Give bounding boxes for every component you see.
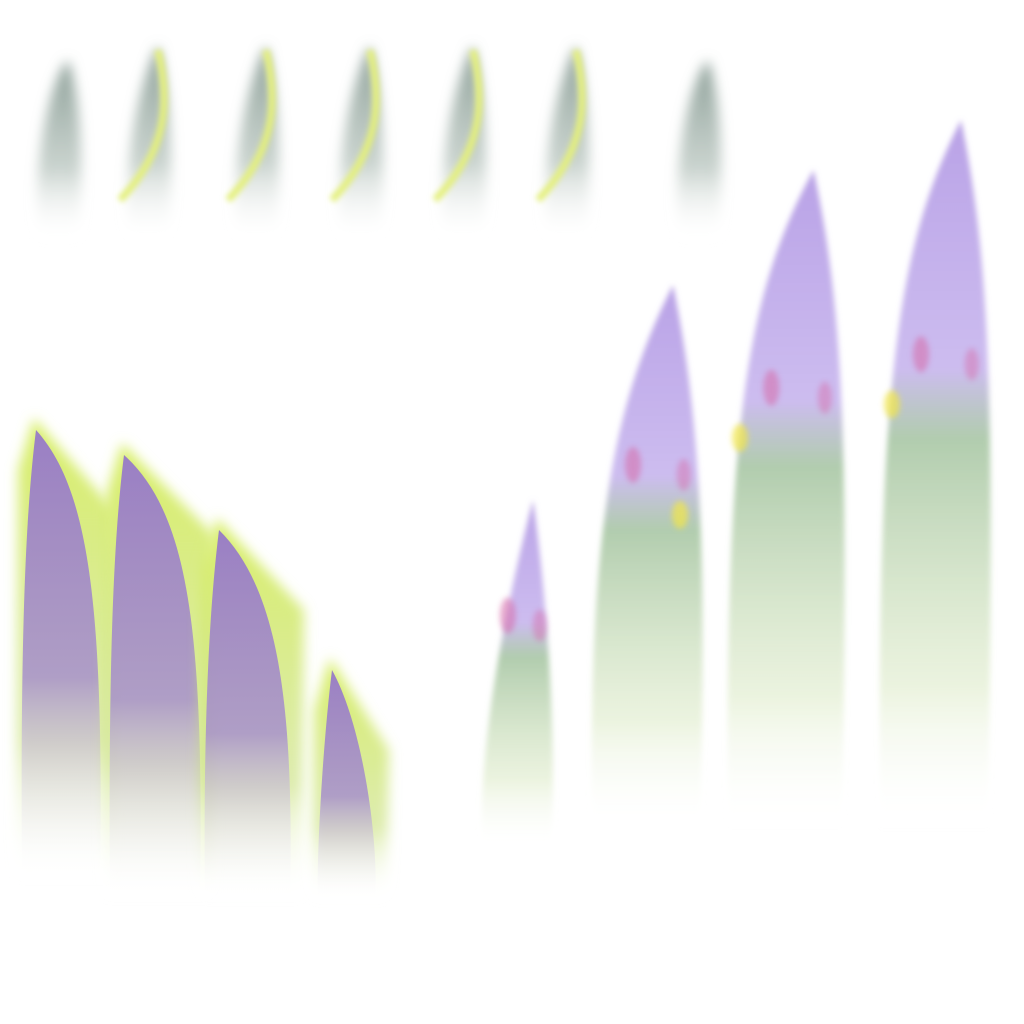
blade-shape xyxy=(126,45,172,240)
pink-spot xyxy=(625,446,642,483)
blade-highlight xyxy=(329,49,380,203)
blade-shape xyxy=(441,45,487,240)
blade-shape xyxy=(544,45,590,240)
purple-leaf xyxy=(16,418,114,880)
purple-leaf xyxy=(104,443,214,900)
bud-stage-4 xyxy=(879,120,991,830)
bud-stage-3 xyxy=(727,170,845,830)
pink-spot xyxy=(763,369,780,406)
blade-shape xyxy=(234,45,280,240)
small-blade-row xyxy=(36,45,722,240)
yellow-spot xyxy=(672,500,688,529)
blade-highlight xyxy=(535,49,586,203)
leaf-shape xyxy=(109,455,201,900)
purple-leaf xyxy=(312,658,389,900)
small-blade-sprite xyxy=(329,45,384,240)
bud-growth-stages xyxy=(481,120,991,850)
pink-spot xyxy=(532,609,547,642)
small-blade-sprite xyxy=(676,60,722,240)
small-blade-sprite xyxy=(36,60,82,240)
leaf-shape xyxy=(317,670,376,900)
purple-leaf xyxy=(199,518,304,900)
bud-shape xyxy=(727,170,845,830)
small-blade-sprite xyxy=(225,45,280,240)
pink-spot xyxy=(964,348,979,381)
small-blade-sprite xyxy=(535,45,590,240)
pink-spot xyxy=(817,381,832,414)
blade-highlight xyxy=(225,49,276,203)
leaf-shape xyxy=(204,530,291,900)
bud-shape xyxy=(591,285,703,830)
small-blade-sprite xyxy=(432,45,487,240)
purple-leaf-cluster xyxy=(16,418,389,900)
blade-shape xyxy=(36,60,82,240)
blade-highlight xyxy=(432,49,483,203)
yellow-spot xyxy=(884,390,900,419)
yellow-spot xyxy=(732,423,748,452)
small-blade-sprite xyxy=(117,45,172,240)
blade-highlight xyxy=(117,49,168,203)
bud-shape xyxy=(879,120,991,830)
blade-shape xyxy=(676,60,722,240)
bud-stage-1 xyxy=(481,500,553,850)
blade-shape xyxy=(338,45,384,240)
leaf-shape xyxy=(21,430,101,880)
pink-spot xyxy=(499,597,516,634)
pink-spot xyxy=(913,336,930,373)
pink-spot xyxy=(676,458,691,491)
bud-shape xyxy=(481,500,553,850)
bud-stage-2 xyxy=(591,285,703,830)
